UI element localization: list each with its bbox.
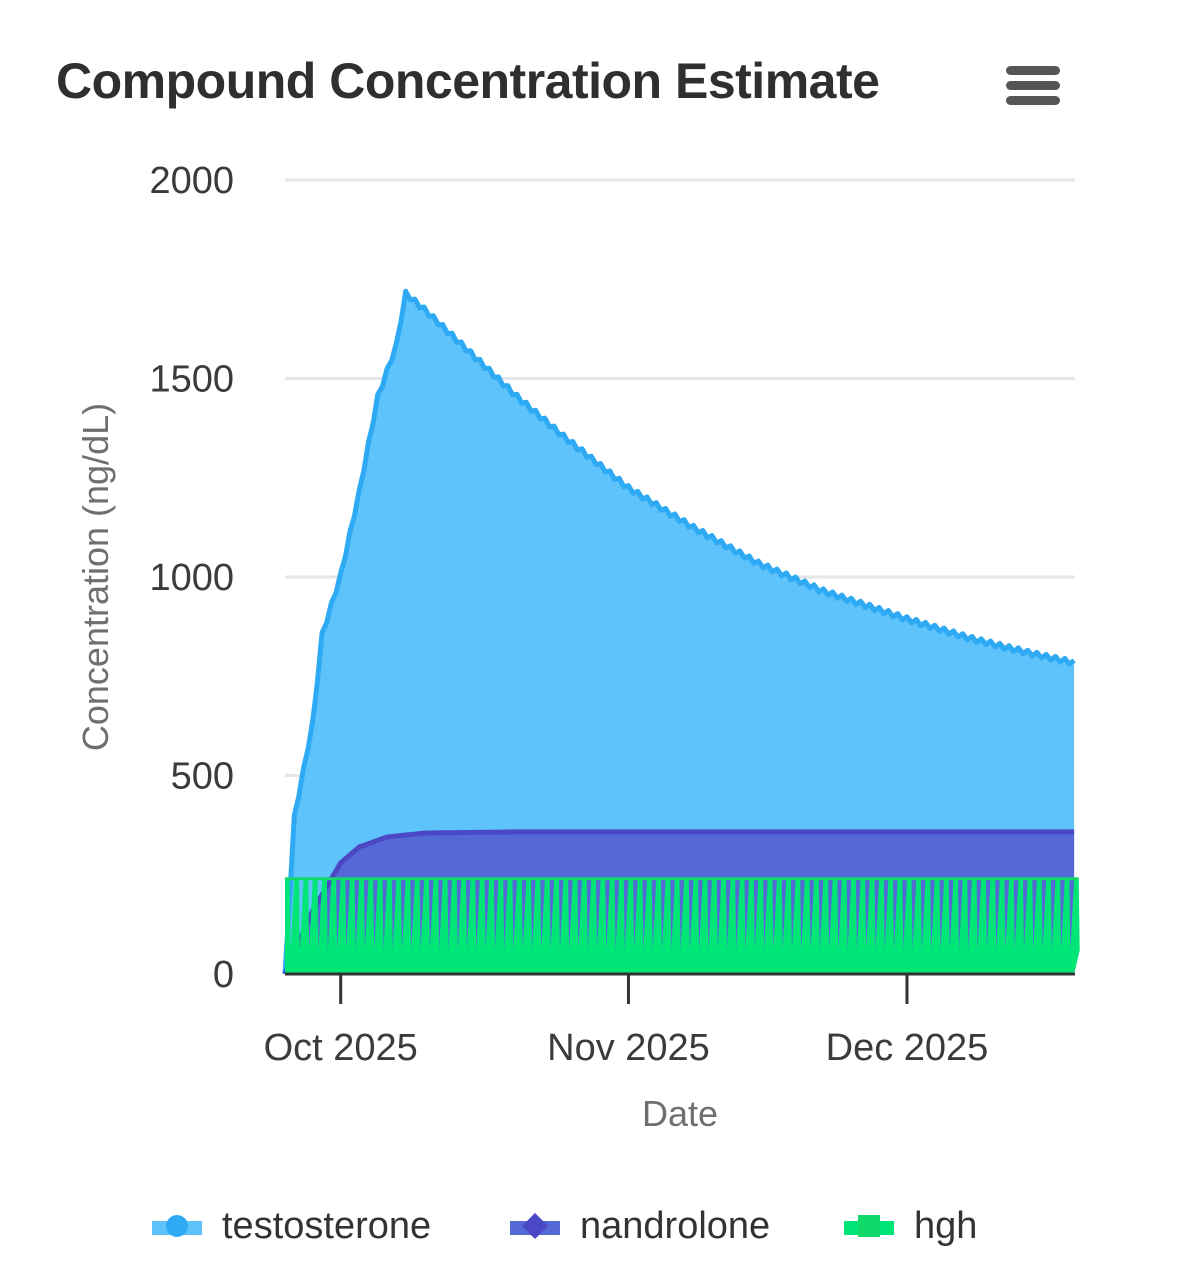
series-areas [282, 288, 1080, 975]
circle-marker-icon [152, 1215, 202, 1237]
menu-bar [1006, 81, 1060, 90]
series-testosterone-line [282, 288, 1076, 975]
legend-item-nandrolone[interactable]: nandrolone [508, 1196, 770, 1256]
menu-bar [1006, 96, 1060, 105]
hamburger-menu-icon[interactable] [1002, 62, 1062, 110]
x-tick-label: Dec 2025 [826, 1027, 989, 1069]
chart-plot: 0 500 1000 1500 2000 Oct 2025 Nov 2025 Dec 202… [75, 160, 1080, 1134]
y-tick-label: 500 [171, 756, 234, 798]
x-axis: Oct 2025 Nov 2025 Dec 2025 [264, 972, 1075, 1069]
menu-bar [1006, 66, 1060, 75]
chart-title: Compound Concentration Estimate [56, 53, 880, 109]
y-axis-title: Concentration (ng/dL) [75, 403, 116, 751]
legend-item-hgh[interactable]: hgh [842, 1196, 977, 1256]
x-axis-title: Date [642, 1093, 718, 1134]
x-tick-label: Nov 2025 [547, 1027, 710, 1069]
legend-label: nandrolone [580, 1204, 771, 1247]
series-hgh-area [285, 878, 1080, 974]
legend: testosterone nandrolone hgh [0, 1196, 1179, 1266]
y-tick-label: 1000 [149, 557, 234, 599]
y-tick-label: 0 [213, 954, 234, 996]
x-tick-label: Oct 2025 [264, 1027, 418, 1069]
series-testosterone-area [285, 291, 1075, 974]
y-tick-label: 2000 [149, 160, 234, 202]
diamond-marker-icon [510, 1213, 560, 1239]
y-tick-label: 1500 [149, 359, 234, 401]
legend-label: hgh [914, 1204, 978, 1247]
series-nandrolone-line [282, 829, 1075, 975]
y-axis-ticks: 0 500 1000 1500 2000 [149, 160, 234, 996]
legend-label: testosterone [222, 1204, 432, 1247]
legend-item-testosterone[interactable]: testosterone [150, 1196, 431, 1256]
square-marker-icon [844, 1215, 894, 1237]
